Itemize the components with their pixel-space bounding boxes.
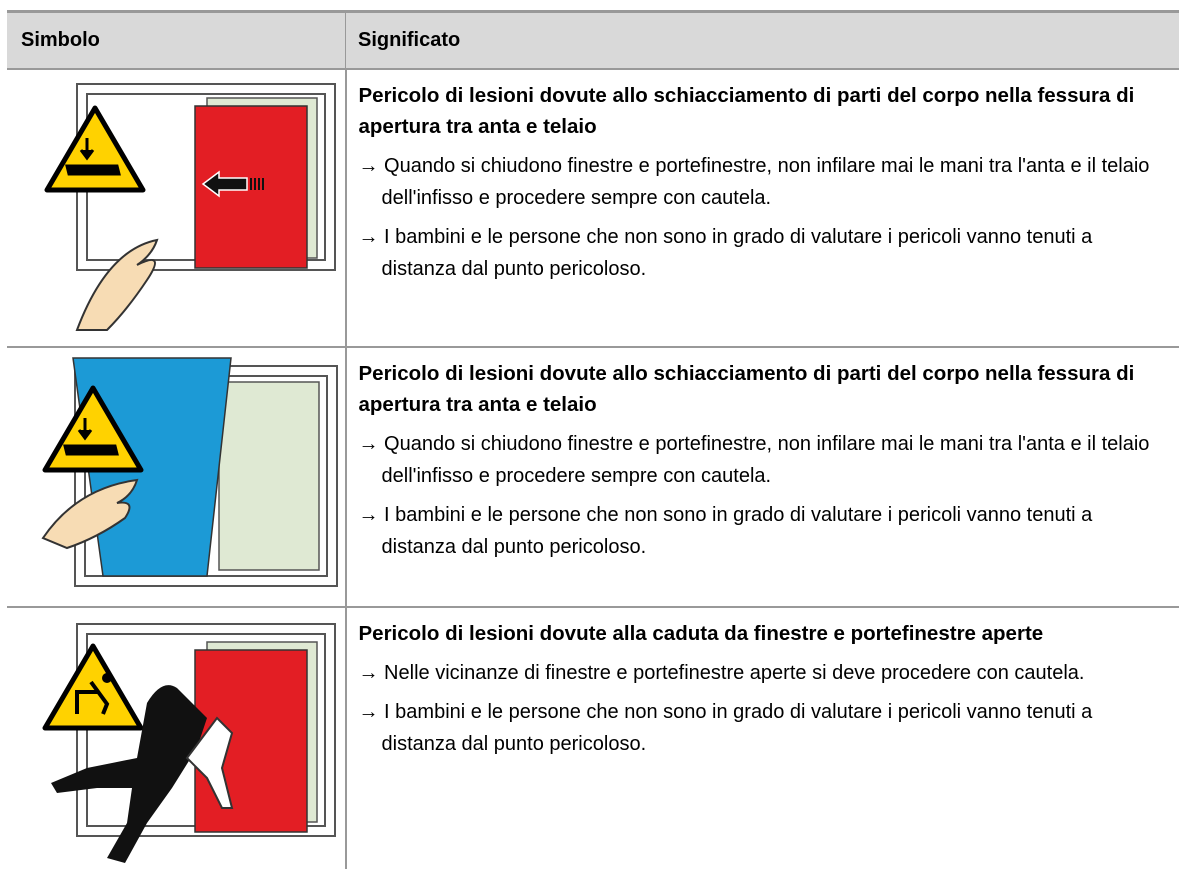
symbol-cell — [7, 346, 346, 607]
illustration — [42, 623, 336, 863]
meaning-cell: Pericolo di lesioni dovute alla caduta d… — [344, 606, 1179, 869]
row: Pericolo di lesioni dovute allo schiacci… — [7, 68, 1179, 347]
warning-title: Pericolo di lesioni dovute allo schiacci… — [358, 362, 1135, 416]
bullet: → Nelle vicinanze di finestre e portefin… — [358, 662, 1085, 684]
header-cell: Simbolo — [7, 10, 346, 69]
meaning-cell: Pericolo di lesioni dovute allo schiacci… — [344, 346, 1179, 607]
warning-title: Pericolo di lesioni dovute alla caduta d… — [358, 622, 1044, 645]
illustration — [44, 83, 336, 331]
bullet: → I bambini e le persone che non sono in… — [358, 504, 1093, 558]
symbol-table: Simbolo Significato Pericolo di lesioni d… — [7, 10, 1179, 869]
symbol-cell — [7, 606, 346, 869]
warning-title: Pericolo di lesioni dovute allo schiacci… — [358, 84, 1135, 138]
bullet: → I bambini e le persone che non sono in… — [358, 226, 1093, 280]
row: Pericolo di lesioni dovute allo schiacci… — [7, 346, 1179, 607]
bullet: → Quando si chiudono finestre e portefin… — [358, 433, 1150, 487]
bullet: → Quando si chiudono finestre e portefin… — [358, 155, 1150, 209]
symbol-cell — [7, 68, 346, 347]
illustration — [41, 357, 338, 587]
header-cell: Significato — [345, 10, 1179, 69]
bullet: → I bambini e le persone che non sono in… — [358, 701, 1093, 755]
meaning-cell: Pericolo di lesioni dovute allo schiacci… — [344, 68, 1179, 347]
header-row: Simbolo Significato — [7, 10, 1179, 69]
row: Pericolo di lesioni dovute alla caduta d… — [7, 606, 1179, 869]
